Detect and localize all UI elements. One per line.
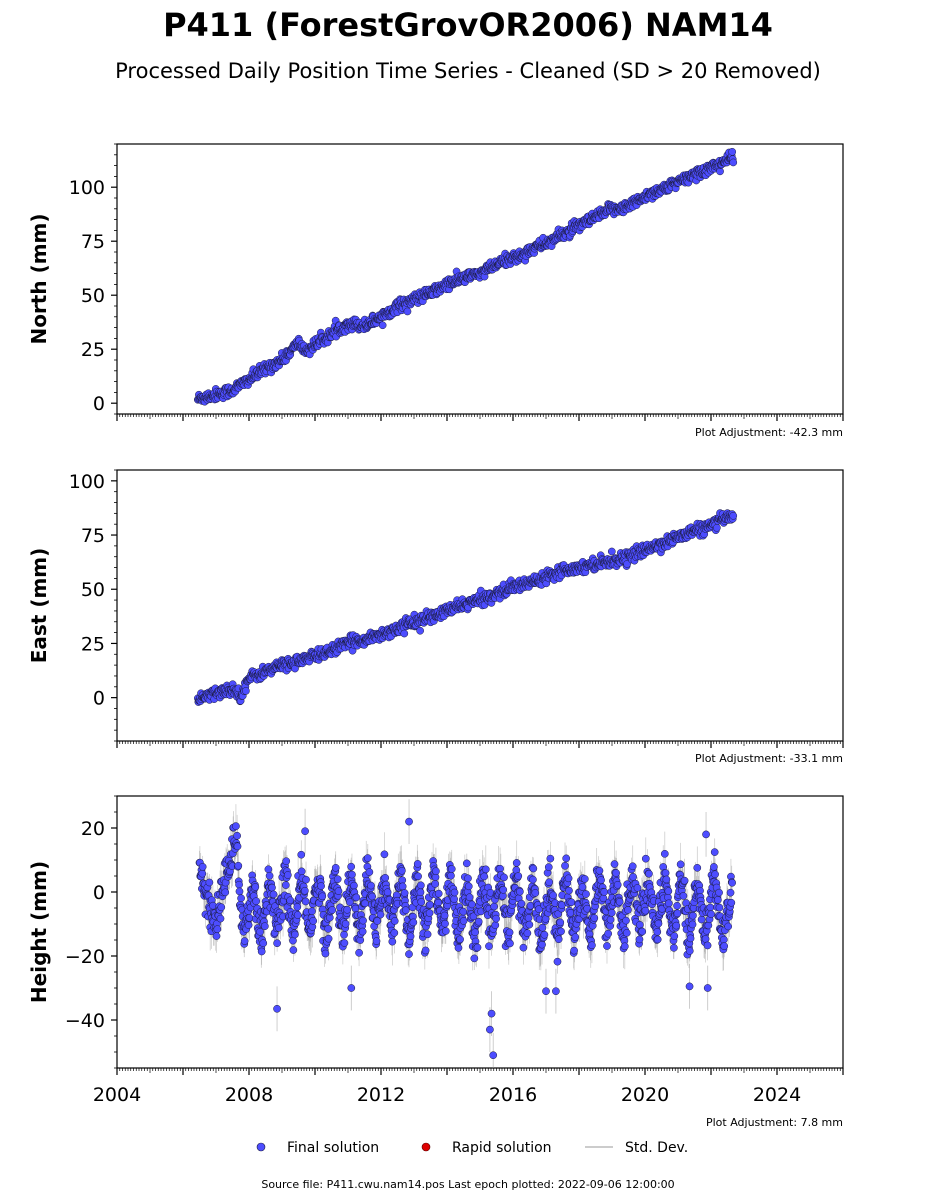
chart-title: P411 (ForestGrovOR2006) NAM14 xyxy=(163,6,773,44)
north-panel: North (mm) 0 25 50 75 100 Plot Adjustment: -42… xyxy=(27,143,844,439)
north-ytick-label: 0 xyxy=(93,393,105,415)
east-data-point xyxy=(242,687,250,695)
height-xtick-label: 2020 xyxy=(621,1084,669,1106)
east-data-point xyxy=(623,560,631,568)
north-data-point xyxy=(403,307,412,316)
east-data-point xyxy=(729,511,738,520)
height-ytick-label: −20 xyxy=(65,946,105,968)
height-ylabel: Height (mm) xyxy=(27,861,51,1003)
north-data-point xyxy=(378,321,387,330)
height-xtick-label: 2024 xyxy=(753,1084,801,1106)
height-ytick-label: 20 xyxy=(81,818,105,840)
east-ytick-label: 0 xyxy=(93,688,105,710)
height-panel: Height (mm) −40 −20 0 20 2004 2008 2012 2016 2020… xyxy=(27,795,844,1129)
east-panel: East (mm) 0 25 50 75 100 Plot Adjustment: -33.… xyxy=(27,469,844,765)
east-data-point xyxy=(416,626,424,635)
north-ytick-label: 100 xyxy=(69,177,105,199)
north-ytick-label: 75 xyxy=(81,231,105,253)
height-plot-adjustment: Plot Adjustment: 7.8 mm xyxy=(706,1116,843,1129)
north-ylabel: North (mm) xyxy=(27,213,51,344)
height-axes-frame xyxy=(116,795,844,1069)
east-data-point xyxy=(400,629,409,638)
height-ytick-label: −40 xyxy=(65,1010,105,1032)
north-data-point xyxy=(716,167,724,176)
height-ytick-label: 0 xyxy=(93,882,105,904)
east-plot-area xyxy=(194,509,738,706)
height-plot-area xyxy=(195,799,736,1068)
east-points xyxy=(194,509,738,706)
east-plot-adjustment: Plot Adjustment: -33.1 mm xyxy=(695,752,843,765)
north-plot-adjustment: Plot Adjustment: -42.3 mm xyxy=(695,426,843,439)
north-ytick-label: 25 xyxy=(81,339,105,361)
north-plot-area xyxy=(194,147,738,406)
east-data-point xyxy=(607,547,616,556)
north-data-point xyxy=(728,147,737,156)
north-data-point xyxy=(729,158,738,167)
east-ytick-label: 100 xyxy=(69,471,105,493)
east-ytick-label: 50 xyxy=(81,579,105,601)
height-xtick-label: 2004 xyxy=(93,1084,141,1106)
east-ylabel: East (mm) xyxy=(27,548,51,664)
east-ytick-label: 75 xyxy=(81,525,105,547)
chart-subtitle: Processed Daily Position Time Series - C… xyxy=(115,59,821,83)
east-ytick-label: 25 xyxy=(81,633,105,655)
north-ytick-label: 50 xyxy=(81,285,105,307)
height-xtick-label: 2016 xyxy=(489,1084,537,1106)
height-xtick-label: 2008 xyxy=(225,1084,273,1106)
east-data-point xyxy=(713,523,721,532)
north-points xyxy=(194,147,738,406)
height-xtick-label: 2012 xyxy=(357,1084,405,1106)
